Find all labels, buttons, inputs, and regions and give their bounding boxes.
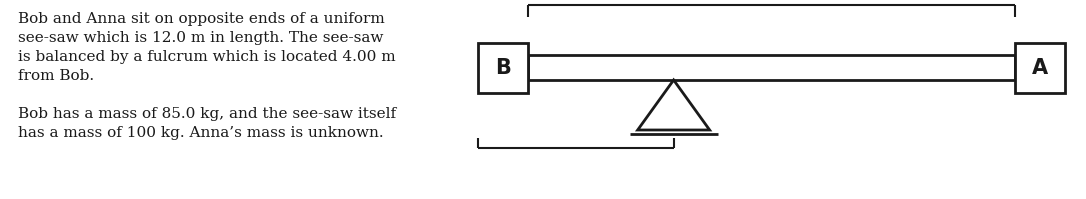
Bar [478, 43, 528, 93]
Text: A: A [1032, 58, 1048, 77]
Text: see-saw which is 12.0 m in length. The see-saw: see-saw which is 12.0 m in length. The s… [18, 31, 383, 45]
Polygon shape [637, 80, 709, 130]
Text: has a mass of 100 kg. Anna’s mass is unknown.: has a mass of 100 kg. Anna’s mass is unk… [18, 126, 383, 140]
Text: Bob and Anna sit on opposite ends of a uniform: Bob and Anna sit on opposite ends of a u… [18, 12, 384, 26]
Text: is balanced by a fulcrum which is located 4.00 m: is balanced by a fulcrum which is locate… [18, 50, 395, 64]
Text: Bob has a mass of 85.0 kg, and the see-saw itself: Bob has a mass of 85.0 kg, and the see-s… [18, 107, 396, 121]
Text: B: B [495, 58, 510, 77]
Bar [528, 55, 1015, 80]
Text: from Bob.: from Bob. [18, 69, 94, 83]
Bar [1015, 43, 1065, 93]
